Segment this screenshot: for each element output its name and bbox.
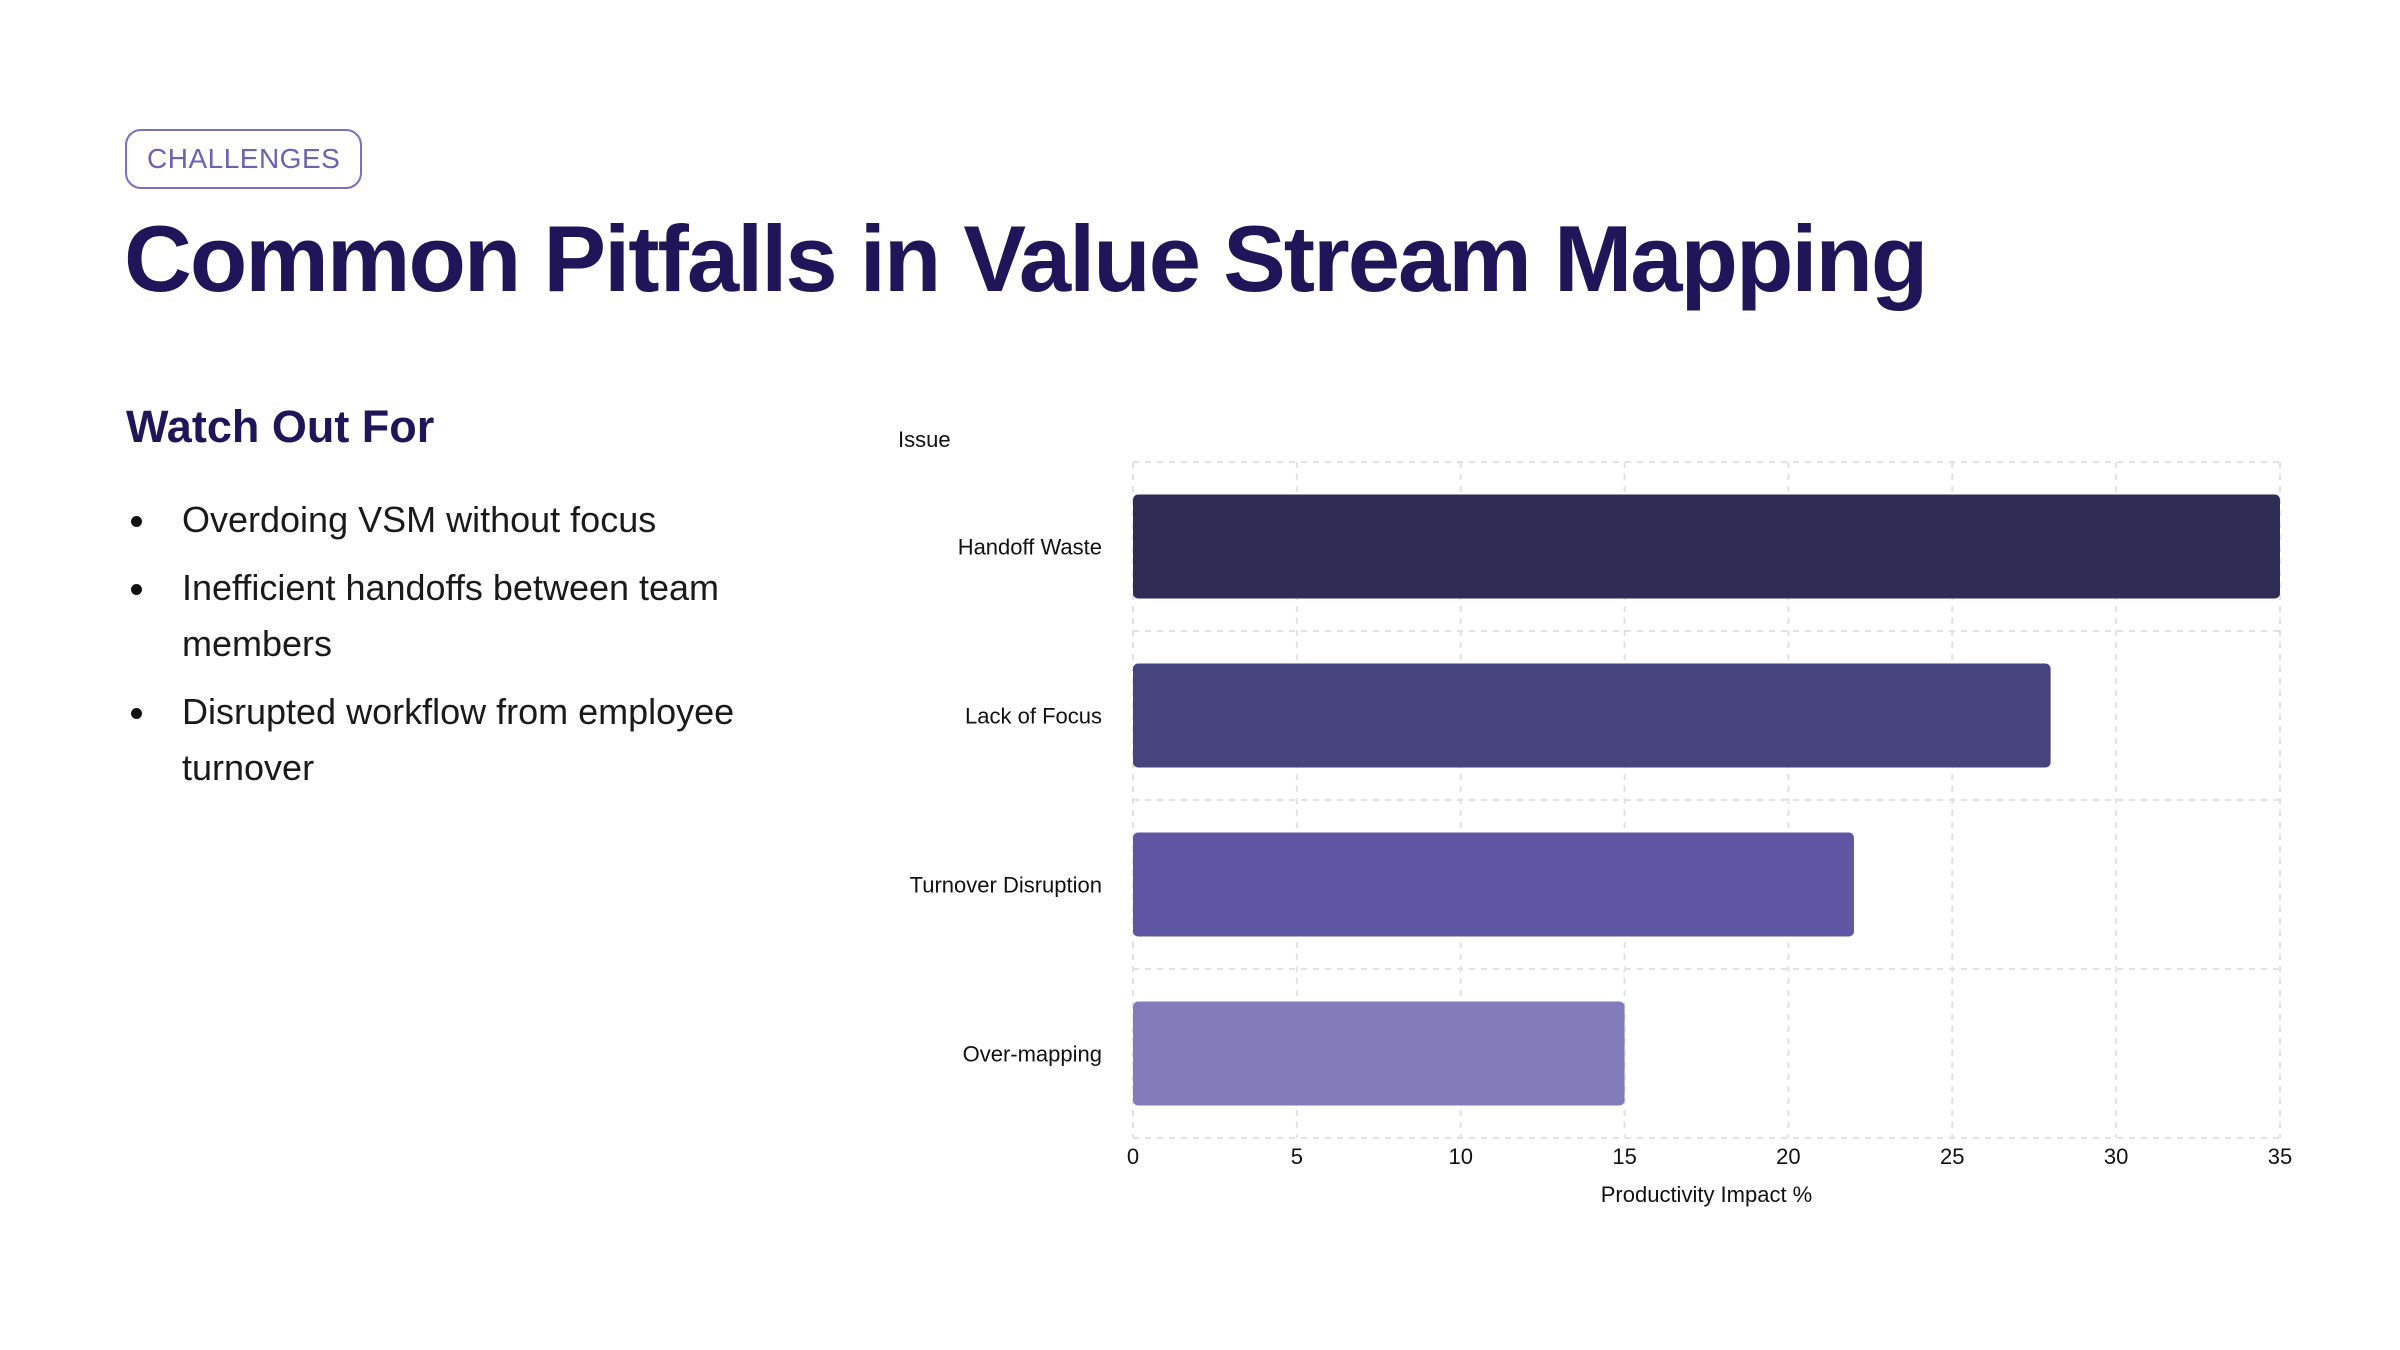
x-tick-label: 25 — [1940, 1144, 1964, 1169]
list-item: Inefficient handoffs between team member… — [126, 560, 826, 672]
x-tick-label: 10 — [1448, 1144, 1472, 1169]
pitfall-list: Overdoing VSM without focus Inefficient … — [126, 492, 826, 808]
x-tick-label: 35 — [2268, 1144, 2292, 1169]
list-item-text: Inefficient handoffs between team member… — [182, 567, 720, 664]
x-tick-label: 20 — [1776, 1144, 1800, 1169]
y-tick-label: Turnover Disruption — [910, 873, 1102, 898]
bullet-icon — [131, 584, 142, 595]
watch-out-heading: Watch Out For — [126, 401, 435, 452]
x-tick-label: 15 — [1612, 1144, 1636, 1169]
list-item: Overdoing VSM without focus — [126, 492, 826, 548]
bar-over-mapping — [1133, 1001, 1625, 1106]
y-tick-label: Handoff Waste — [958, 535, 1102, 560]
x-axis-title: Productivity Impact % — [1601, 1182, 1813, 1207]
x-tick-label: 5 — [1291, 1144, 1303, 1169]
bullet-icon — [131, 708, 142, 719]
bar-handoff-waste — [1133, 494, 2280, 599]
x-tick-label: 0 — [1127, 1144, 1139, 1169]
y-tick-label: Lack of Focus — [965, 704, 1102, 729]
bar-lack-of-focus — [1133, 663, 2051, 768]
list-item: Disrupted workflow from employee turnove… — [126, 684, 826, 796]
bullet-icon — [131, 516, 142, 527]
section-tag: CHALLENGES — [125, 129, 363, 189]
x-tick-label: 30 — [2104, 1144, 2128, 1169]
y-axis-title: Issue — [898, 427, 951, 452]
page-title: Common Pitfalls in Value Stream Mapping — [124, 206, 1928, 311]
y-tick-label: Over-mapping — [963, 1042, 1102, 1067]
axis-labels: 0 5 10 15 20 25 30 35 Handoff Waste Lack of Focus… — [898, 427, 2292, 1207]
list-item-text: Overdoing VSM without focus — [182, 499, 657, 540]
list-item-text: Disrupted workflow from employee turnove… — [182, 691, 735, 788]
bars — [1133, 494, 2280, 1106]
bar-turnover-disruption — [1133, 832, 1854, 937]
